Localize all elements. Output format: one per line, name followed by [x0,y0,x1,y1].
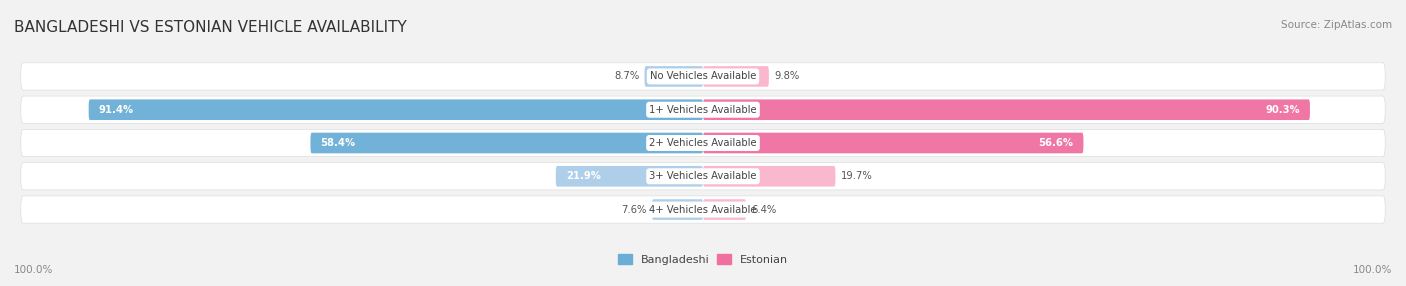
FancyBboxPatch shape [311,133,703,153]
Text: 8.7%: 8.7% [614,72,640,82]
Text: 2+ Vehicles Available: 2+ Vehicles Available [650,138,756,148]
FancyBboxPatch shape [703,100,1310,120]
Legend: Bangladeshi, Estonian: Bangladeshi, Estonian [614,250,792,269]
Text: 90.3%: 90.3% [1265,105,1301,115]
Text: 21.9%: 21.9% [565,171,600,181]
Text: 4+ Vehicles Available: 4+ Vehicles Available [650,204,756,214]
FancyBboxPatch shape [703,133,1084,153]
Text: 6.4%: 6.4% [751,204,776,214]
Text: 1+ Vehicles Available: 1+ Vehicles Available [650,105,756,115]
Text: 9.8%: 9.8% [775,72,800,82]
FancyBboxPatch shape [555,166,703,186]
Text: 7.6%: 7.6% [621,204,647,214]
FancyBboxPatch shape [21,96,1385,123]
Text: BANGLADESHI VS ESTONIAN VEHICLE AVAILABILITY: BANGLADESHI VS ESTONIAN VEHICLE AVAILABI… [14,20,406,35]
Text: 3+ Vehicles Available: 3+ Vehicles Available [650,171,756,181]
Text: No Vehicles Available: No Vehicles Available [650,72,756,82]
FancyBboxPatch shape [21,196,1385,223]
FancyBboxPatch shape [652,199,703,220]
Text: 91.4%: 91.4% [98,105,134,115]
Text: 100.0%: 100.0% [14,265,53,275]
FancyBboxPatch shape [644,66,703,87]
FancyBboxPatch shape [21,129,1385,157]
Text: 19.7%: 19.7% [841,171,873,181]
FancyBboxPatch shape [89,100,703,120]
FancyBboxPatch shape [703,166,835,186]
Text: 58.4%: 58.4% [321,138,356,148]
FancyBboxPatch shape [21,63,1385,90]
Text: 100.0%: 100.0% [1353,265,1392,275]
Text: Source: ZipAtlas.com: Source: ZipAtlas.com [1281,20,1392,30]
FancyBboxPatch shape [21,163,1385,190]
FancyBboxPatch shape [703,66,769,87]
Text: 56.6%: 56.6% [1039,138,1073,148]
FancyBboxPatch shape [703,199,747,220]
